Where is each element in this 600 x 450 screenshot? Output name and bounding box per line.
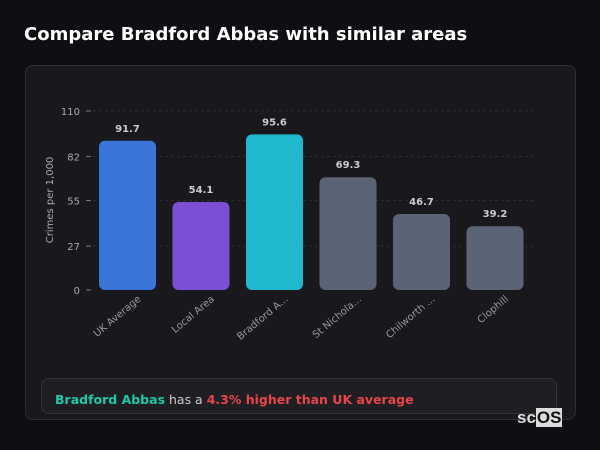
bar [99,140,156,290]
bar [246,134,303,290]
page-title: Compare Bradford Abbas with similar area… [24,24,468,45]
summary-box: Bradford Abbas has a 4.3% higher than UK… [41,378,557,414]
x-tick-label: Clophill [476,294,511,326]
summary-difference: 4.3% higher than UK average [206,392,414,407]
x-tick-label: UK Average [92,294,144,340]
summary-place: Bradford Abbas [55,392,166,407]
bar [172,201,230,290]
bar [393,214,450,290]
y-tick-label: 55 [67,197,80,208]
bar [319,177,377,290]
y-tick-label: 82 [67,153,80,164]
y-axis-label: Crimes per 1,000 [45,157,56,244]
data-label: 69.3 [336,160,361,171]
bar [466,226,524,290]
data-label: 46.7 [409,197,434,208]
x-tick-label: Bradford A... [235,294,290,343]
data-label: 39.2 [483,209,508,220]
y-tick-label: 27 [67,242,80,253]
y-tick-label: 110 [61,107,80,118]
data-label: 54.1 [189,185,214,196]
scos-logo: scOS [517,408,563,427]
summary-text: has a [165,392,207,407]
data-label: 91.7 [115,124,140,135]
x-tick-label: Local Area [170,294,217,336]
y-tick-label: 0 [74,286,80,297]
data-label: 95.6 [262,117,287,128]
x-tick-label: St Nichola... [311,294,364,341]
x-tick-label: Chilworth ... [384,294,437,341]
